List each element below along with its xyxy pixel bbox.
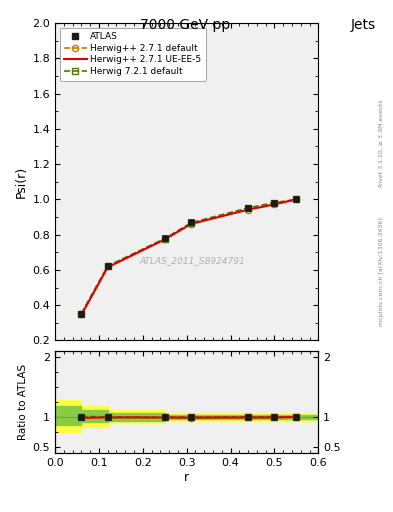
Text: mcplots.cern.ch [arXiv:1306.3436]: mcplots.cern.ch [arXiv:1306.3436] — [379, 217, 384, 326]
Text: 7000 GeV pp: 7000 GeV pp — [140, 18, 230, 32]
X-axis label: r: r — [184, 471, 189, 484]
Text: ATLAS_2011_S8924791: ATLAS_2011_S8924791 — [139, 257, 245, 266]
Text: Rivet 3.1.10, ≥ 3.3M events: Rivet 3.1.10, ≥ 3.3M events — [379, 99, 384, 187]
Y-axis label: Ratio to ATLAS: Ratio to ATLAS — [18, 364, 28, 440]
Text: Jets: Jets — [350, 18, 375, 32]
Y-axis label: Psi(r): Psi(r) — [15, 166, 28, 198]
Legend: ATLAS, Herwig++ 2.7.1 default, Herwig++ 2.7.1 UE-EE-5, Herwig 7.2.1 default: ATLAS, Herwig++ 2.7.1 default, Herwig++ … — [59, 28, 206, 81]
